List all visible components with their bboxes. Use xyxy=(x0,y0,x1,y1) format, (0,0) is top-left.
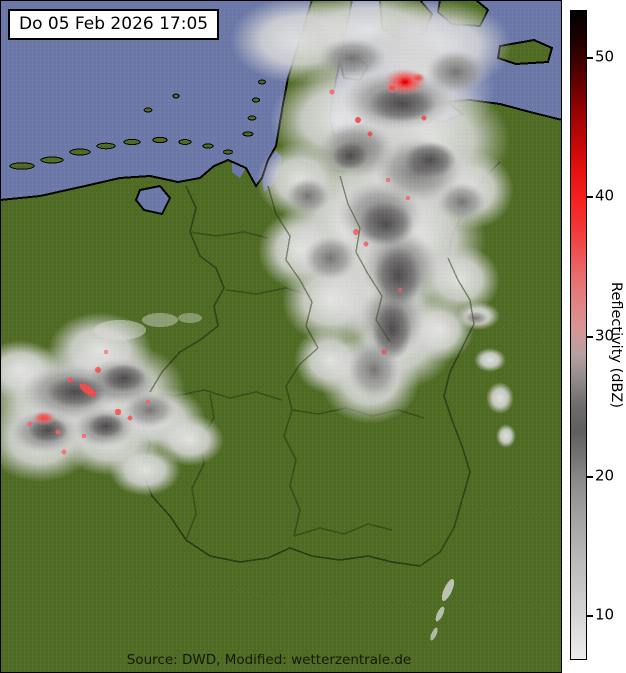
colorbar-panel: 50 40 30 20 10 Reflectivity (dBZ) xyxy=(562,0,626,673)
colorbar-ticklabel-20: 20 xyxy=(595,466,615,485)
radar-map-panel[interactable]: Do 05 Feb 2026 17:05 Source: DWD, Modifi… xyxy=(0,0,562,673)
timestamp-label: Do 05 Feb 2026 17:05 xyxy=(8,9,220,40)
colorbar-tick-40 xyxy=(587,196,593,198)
borders-overlay xyxy=(149,175,475,567)
colorbar-tick-30 xyxy=(587,336,593,338)
source-attribution: Source: DWD, Modified: wetterzentrale.de xyxy=(126,652,412,668)
colorbar-gradient xyxy=(570,10,587,660)
radar-map-canvas[interactable] xyxy=(0,0,562,673)
colorbar-ticklabel-40: 40 xyxy=(595,186,615,205)
colorbar-ticklabel-30: 30 xyxy=(595,326,615,345)
colorbar-tick-10 xyxy=(587,615,593,617)
radar-echo-layer xyxy=(0,0,562,673)
colorbar-tick-20 xyxy=(587,476,593,478)
colorbar-ticklabel-10: 10 xyxy=(595,605,615,624)
colorbar-ticklabel-50: 50 xyxy=(595,47,615,66)
colorbar-tick-50 xyxy=(587,57,593,59)
echo-dither-texture xyxy=(0,0,562,673)
colorbar-axis-label: Reflectivity (dBZ) xyxy=(608,281,624,408)
